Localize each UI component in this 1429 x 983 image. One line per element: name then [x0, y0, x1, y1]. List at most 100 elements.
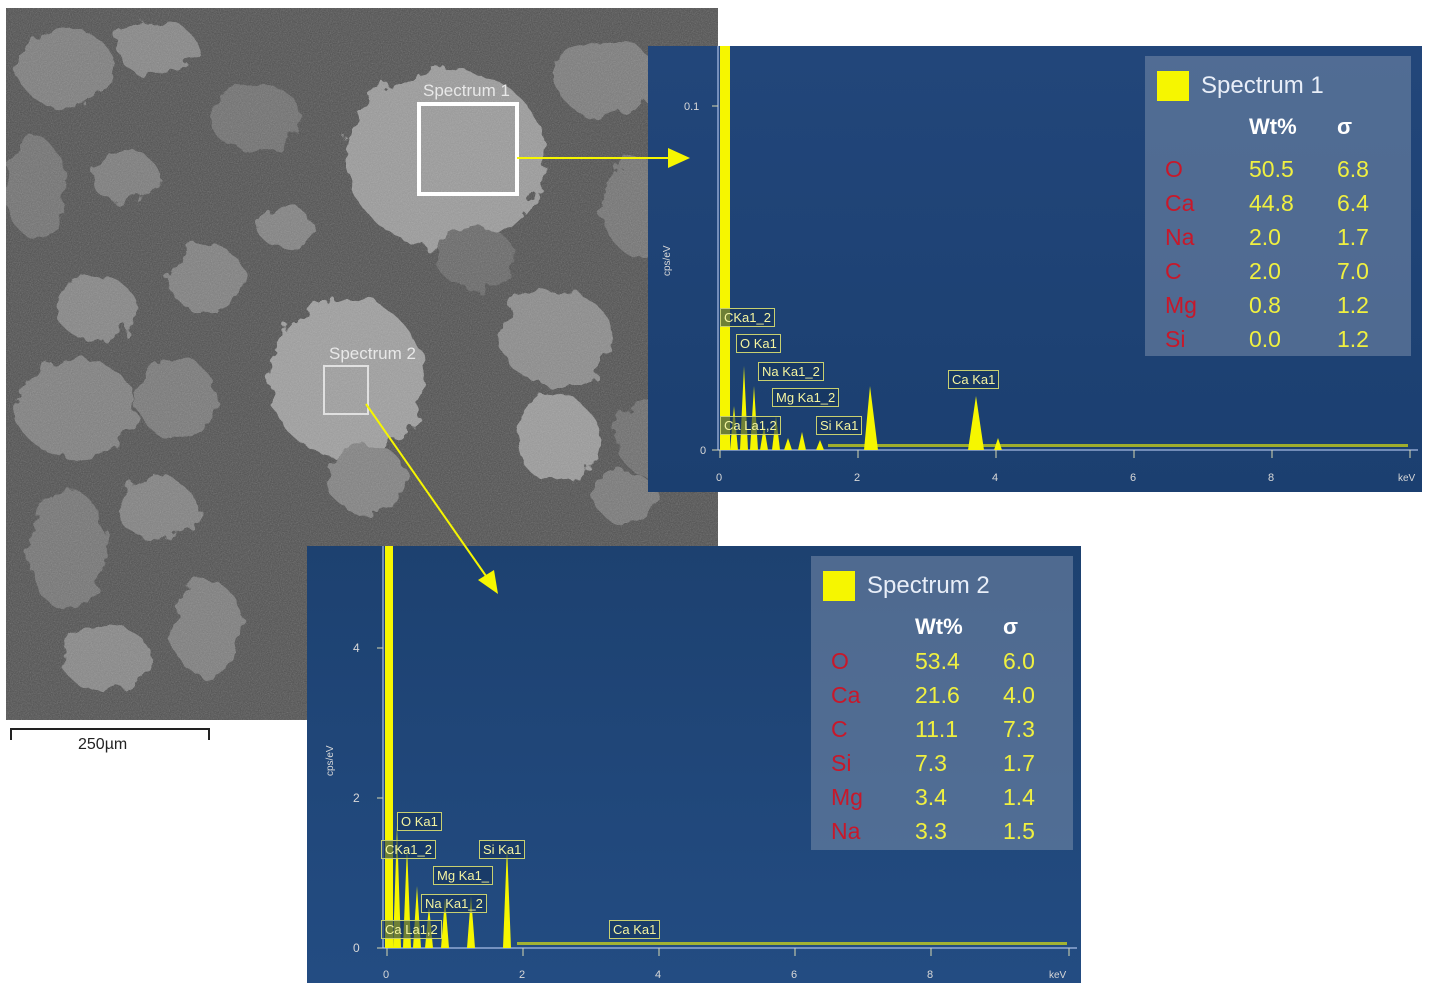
x-tick-2: 2 — [519, 969, 525, 981]
composition-row: C 11.1 7.3 — [811, 716, 1073, 750]
legend-title: Spectrum 1 — [1201, 72, 1324, 99]
peak-label-c-ka1-2: CKa1_2 — [720, 308, 775, 327]
spectrum-1-region — [417, 102, 519, 196]
element: Si — [1165, 326, 1186, 352]
y-tick-0: 0 — [353, 941, 360, 955]
composition-row: Ca 21.6 4.0 — [811, 682, 1073, 716]
spectrum-2-legend: Spectrum 2 Wt% σ O 53.4 6.0 Ca 21.6 4.0 C 11.… — [811, 556, 1073, 850]
x-tick-2: 2 — [854, 472, 860, 484]
element: Mg — [831, 784, 863, 810]
peak-label-o-ka1: O Ka1 — [397, 812, 442, 831]
element: Na — [1165, 224, 1195, 250]
element: C — [1165, 258, 1182, 284]
x-axis-unit: keV — [1049, 970, 1067, 981]
element: Na — [831, 818, 861, 844]
spectrum-1-legend: Spectrum 1 Wt% σ O 50.5 6.8 Ca 44.8 6.4 Na 2.… — [1145, 56, 1411, 356]
composition-row: Na 2.0 1.7 — [1145, 224, 1411, 258]
spectrum-1-region-label: Spectrum 1 — [423, 81, 510, 100]
scale-bar — [10, 728, 210, 742]
sigma-header: σ — [1337, 114, 1353, 139]
composition-row: C 2.0 7.0 — [1145, 258, 1411, 292]
x-tick-0: 0 — [716, 472, 722, 484]
peak-label-c-ka1-2: CKa1_2 — [381, 840, 436, 859]
wt-value: 3.3 — [915, 818, 947, 844]
scale-bar-label: 250µm — [78, 736, 128, 753]
x-tick-6: 6 — [1130, 472, 1136, 484]
sigma-value: 7.3 — [1003, 716, 1035, 742]
x-tick-4: 4 — [655, 969, 661, 981]
x-tick-0: 0 — [383, 969, 389, 981]
y-tick-2: 2 — [353, 791, 360, 805]
arrow-2-line — [365, 403, 487, 577]
peak-label-na-ka1-2: Na Ka1_2 — [758, 362, 824, 381]
peak-label-ca-ka1: Ca Ka1 — [609, 920, 661, 939]
sigma-value: 7.0 — [1337, 258, 1369, 284]
wt-value: 7.3 — [915, 750, 947, 776]
wt-value: 0.8 — [1249, 292, 1281, 318]
composition-row: Na 3.3 1.5 — [811, 818, 1073, 852]
arrow-1-head — [668, 148, 690, 168]
wt-value: 50.5 — [1249, 156, 1294, 182]
wt-value: 44.8 — [1249, 190, 1294, 216]
element: Ca — [831, 682, 861, 708]
y-tick-0: 0 — [700, 445, 706, 457]
spectrum-2-region-label: Spectrum 2 — [329, 344, 416, 363]
spectrum-2-region — [323, 365, 369, 415]
element: Mg — [1165, 292, 1197, 318]
element: Si — [831, 750, 852, 776]
x-tick-6: 6 — [791, 969, 797, 981]
y-axis-label: cps/eV — [662, 245, 673, 276]
sigma-value: 1.2 — [1337, 326, 1369, 352]
peak-label-ca-ka1: Ca Ka1 — [948, 370, 1000, 389]
legend-swatch — [823, 571, 855, 601]
wt-value: 0.0 — [1249, 326, 1281, 352]
x-tick-8: 8 — [1268, 472, 1274, 484]
x-tick-4: 4 — [992, 472, 998, 484]
wt-header: Wt% — [1249, 114, 1297, 139]
peak-label-ca-la1-2: Ca La1,2 — [381, 920, 442, 939]
sigma-header: σ — [1003, 614, 1019, 639]
wt-value: 53.4 — [915, 648, 960, 674]
peak-label-ca-la1-2: Ca La1,2 — [720, 416, 781, 435]
composition-row: Mg 3.4 1.4 — [811, 784, 1073, 818]
arrow-2-head — [478, 570, 498, 594]
wt-value: 21.6 — [915, 682, 960, 708]
sigma-value: 1.5 — [1003, 818, 1035, 844]
x-tick-8: 8 — [927, 969, 933, 981]
composition-row: O 53.4 6.0 — [811, 648, 1073, 682]
sigma-value: 6.0 — [1003, 648, 1035, 674]
y-axis-label: cps/eV — [325, 745, 336, 776]
legend-swatch — [1157, 71, 1189, 101]
sigma-value: 1.7 — [1337, 224, 1369, 250]
peak-label-na-ka1-2: Na Ka1_2 — [421, 894, 487, 913]
wt-value: 3.4 — [915, 784, 947, 810]
peak-label-mg-ka1: Mg Ka1_ — [433, 866, 494, 885]
wt-value: 2.0 — [1249, 258, 1281, 284]
sigma-value: 6.8 — [1337, 156, 1369, 182]
element: C — [831, 716, 848, 742]
peak-label-mg-ka1-2: Mg Ka1_2 — [772, 388, 840, 407]
element: Ca — [1165, 190, 1195, 216]
y-tick-4: 4 — [353, 641, 360, 655]
sigma-value: 1.2 — [1337, 292, 1369, 318]
wt-header: Wt% — [915, 614, 963, 639]
composition-row: Ca 44.8 6.4 — [1145, 190, 1411, 224]
peak-label-si-ka1: Si Ka1 — [479, 840, 526, 859]
sigma-value: 1.4 — [1003, 784, 1035, 810]
legend-title: Spectrum 2 — [867, 572, 990, 599]
y-tick-0.1: 0.1 — [684, 101, 699, 113]
peak-label-si-ka1: Si Ka1 — [816, 416, 863, 435]
sigma-value: 1.7 — [1003, 750, 1035, 776]
spectrum-2-panel: 4 2 0 0 2 4 6 8 keV cps/eV O Ka1 CKa1_2 … — [307, 546, 1081, 983]
composition-row: Mg 0.8 1.2 — [1145, 292, 1411, 326]
sigma-value: 6.4 — [1337, 190, 1369, 216]
peak-label-o-ka1: O Ka1 — [736, 334, 781, 353]
x-axis-unit: keV — [1398, 473, 1416, 484]
wt-value: 2.0 — [1249, 224, 1281, 250]
element: O — [831, 648, 849, 674]
composition-row: Si 7.3 1.7 — [811, 750, 1073, 784]
composition-row: O 50.5 6.8 — [1145, 156, 1411, 190]
element: O — [1165, 156, 1183, 182]
composition-row: Si 0.0 1.2 — [1145, 326, 1411, 360]
